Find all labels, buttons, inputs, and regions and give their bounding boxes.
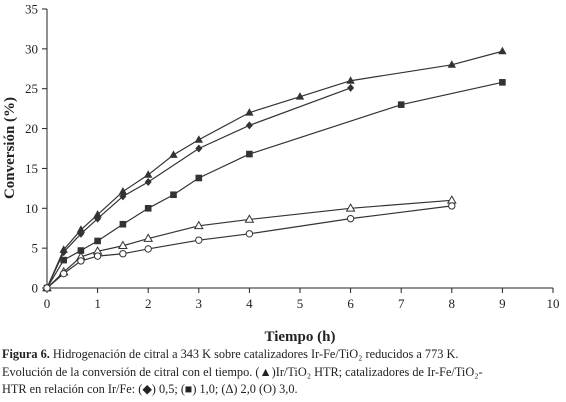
x-tick-label: 1 — [94, 296, 101, 311]
series-line — [46, 50, 503, 289]
y-tick-label: 30 — [25, 41, 38, 56]
data-point-open-circle — [144, 245, 152, 253]
data-point-filled-triangle — [144, 170, 153, 178]
series-layer — [42, 46, 507, 292]
y-tick-label: 0 — [32, 281, 39, 296]
x-tick-label: 8 — [449, 296, 456, 311]
y-tick-label: 10 — [25, 201, 38, 216]
caption-line-3: HTR en relación con Ir/Fe: (◆) 0,5; (■) … — [2, 382, 298, 396]
series-filled-square — [43, 79, 506, 292]
x-tick-label: 0 — [44, 296, 51, 311]
data-point-filled-triangle — [498, 46, 507, 55]
data-point-open-circle — [346, 214, 355, 223]
x-tick-label: 10 — [547, 296, 560, 311]
data-point-filled-square — [77, 247, 85, 254]
figure-caption: Figura 6. Hidrogenación de citral a 343 … — [2, 346, 562, 399]
data-point-open-circle — [43, 284, 51, 292]
data-point-filled-square — [246, 150, 253, 158]
data-point-filled-triangle — [118, 187, 128, 195]
data-point-filled-square — [144, 204, 152, 212]
series-line — [46, 205, 452, 289]
y-axis-title: Conversión (%) — [2, 97, 18, 199]
data-point-filled-square — [60, 256, 67, 264]
data-point-filled-diamond — [195, 144, 203, 153]
data-point-open-circle — [59, 269, 68, 278]
series-filled-diamond — [43, 83, 355, 292]
data-point-open-circle — [448, 202, 456, 210]
data-point-filled-square — [94, 237, 101, 245]
y-tick-label: 5 — [32, 241, 39, 256]
x-tick-label: 2 — [145, 296, 152, 311]
figure-label: Figura 6. — [2, 347, 50, 361]
x-tick-label: 6 — [347, 296, 354, 311]
x-tick-label: 3 — [196, 296, 203, 311]
data-point-open-triangle — [143, 233, 154, 242]
y-axis-ticks: 0 5 10 15 20 25 30 35 — [25, 2, 47, 296]
data-point-open-circle — [77, 257, 85, 265]
data-point-open-circle — [119, 250, 127, 258]
data-point-open-circle — [245, 230, 254, 238]
data-point-filled-triangle — [169, 150, 178, 158]
data-point-filled-diamond — [77, 229, 85, 238]
data-point-filled-diamond — [60, 248, 68, 257]
data-point-open-triangle — [118, 240, 128, 250]
data-point-open-triangle — [244, 214, 255, 223]
data-point-open-triangle — [193, 220, 204, 230]
data-point-filled-diamond — [94, 214, 102, 223]
x-tick-label: 5 — [297, 296, 304, 311]
x-axis-title: Tiempo (h) — [265, 329, 336, 345]
series-line — [46, 81, 503, 289]
caption-text-1: Hidrogenación de citral a 343 K sobre ca… — [49, 347, 459, 361]
y-tick-label: 25 — [25, 81, 38, 96]
y-tick-label: 20 — [25, 121, 38, 136]
x-tick-label: 4 — [246, 296, 253, 311]
data-point-filled-diamond — [245, 121, 253, 130]
data-point-filled-diamond — [144, 177, 152, 186]
y-tick-label: 35 — [25, 2, 38, 17]
series-open-triangle — [42, 195, 457, 292]
data-point-open-triangle — [446, 195, 457, 204]
data-point-filled-triangle — [447, 60, 456, 68]
line-chart: 0 1 2 3 4 5 6 7 8 9 10 0 5 10 15 20 25 30 35 Conversión (… — [2, 2, 560, 346]
data-point-filled-triangle — [76, 225, 86, 233]
y-tick-label: 15 — [25, 161, 38, 176]
data-point-open-circle — [93, 252, 102, 260]
data-point-filled-square — [499, 79, 506, 86]
data-point-filled-triangle — [194, 135, 203, 143]
data-point-filled-triangle — [245, 108, 254, 116]
caption-line-1: Figura 6. Hidrogenación de citral a 343 … — [2, 346, 562, 364]
data-point-filled-diamond — [347, 83, 355, 92]
x-axis-ticks: 0 1 2 3 4 5 6 7 8 9 10 — [44, 288, 560, 311]
series-line — [46, 199, 452, 289]
data-point-filled-square — [397, 101, 405, 108]
data-point-filled-triangle — [346, 76, 355, 84]
caption-line-2: Evolución de la conversión de citral con… — [2, 364, 483, 379]
data-point-filled-square — [195, 174, 203, 182]
data-point-filled-square — [119, 220, 127, 228]
x-tick-label: 9 — [499, 296, 506, 311]
data-point-open-triangle — [345, 203, 356, 212]
data-point-filled-diamond — [119, 192, 127, 201]
data-point-filled-triangle — [93, 210, 102, 218]
data-point-filled-square — [170, 191, 177, 199]
data-point-open-circle — [195, 236, 203, 244]
series-open-circle — [43, 202, 456, 292]
data-point-filled-triangle — [295, 92, 305, 100]
x-tick-label: 7 — [398, 296, 405, 311]
